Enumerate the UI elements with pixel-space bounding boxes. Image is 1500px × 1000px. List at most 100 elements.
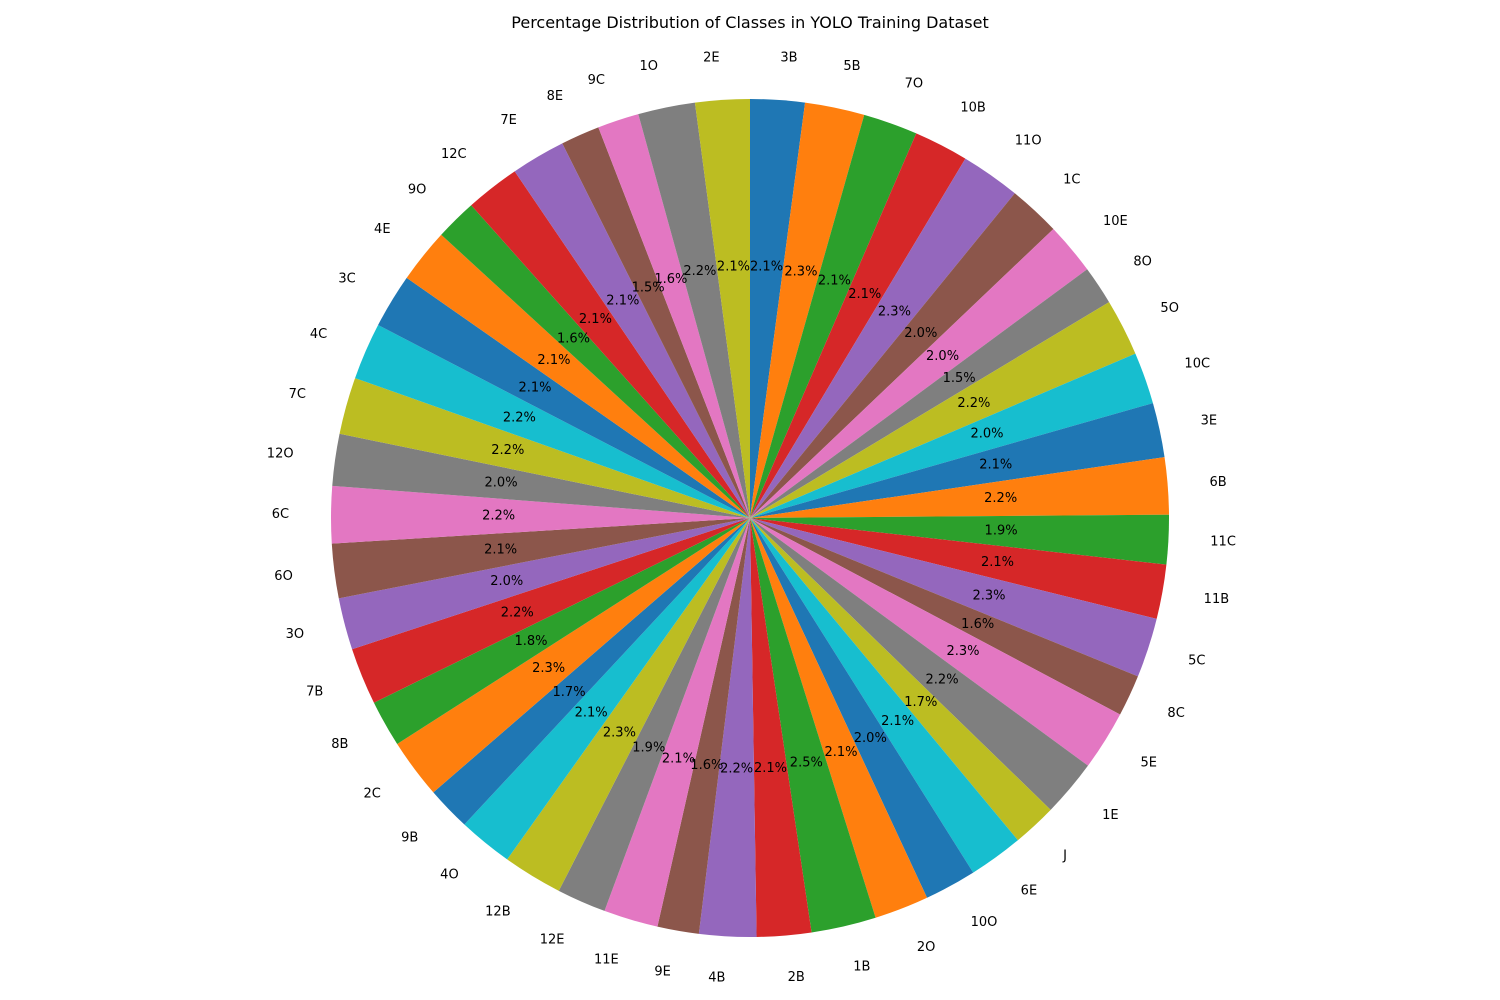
slice-label-9c: 9C xyxy=(588,73,605,88)
slice-label-2e: 2E xyxy=(703,51,720,66)
pct-label-7e: 2.1% xyxy=(606,294,639,309)
pie-slices xyxy=(330,99,1169,937)
slice-label-10c: 10C xyxy=(1184,357,1210,372)
pie-slice-12e xyxy=(558,518,750,911)
pie-slice-7c xyxy=(339,378,750,518)
pie-slice-6e xyxy=(750,518,1018,873)
pie-slice-3e xyxy=(750,403,1165,518)
pie-slice-7e xyxy=(514,143,750,518)
pct-label-8e: 1.5% xyxy=(632,281,665,296)
slice-label-12c: 12C xyxy=(441,147,467,162)
chart-title: Percentage Distribution of Classes in YO… xyxy=(511,13,988,32)
pct-label-1o: 2.2% xyxy=(683,264,716,279)
pie-slice-4o xyxy=(464,518,750,860)
pie-slice-9e xyxy=(657,518,750,934)
pie-slice-5e xyxy=(750,518,1121,766)
pie-slice-3o xyxy=(338,518,750,650)
pct-label-5e: 2.3% xyxy=(946,644,979,659)
slice-label-11c: 11C xyxy=(1210,534,1236,549)
slice-label-3e: 3E xyxy=(1201,414,1218,429)
pct-label-5o: 2.2% xyxy=(957,396,990,411)
slice-label-12e: 12E xyxy=(540,932,565,947)
pct-label-8o: 1.5% xyxy=(943,371,976,386)
pct-label-11e: 2.1% xyxy=(662,751,695,766)
pie-slice-8e xyxy=(562,127,750,519)
slice-label-5b: 5B xyxy=(843,59,860,74)
slice-label-6o: 6O xyxy=(274,569,293,584)
pct-label-2c: 2.3% xyxy=(532,661,565,676)
pct-label-6c: 2.2% xyxy=(482,509,515,524)
pie-slice-9o xyxy=(441,205,750,518)
pie-slice-4b xyxy=(698,518,757,937)
pct-label-10e: 2.0% xyxy=(926,349,959,364)
pie-slice-8c xyxy=(750,518,1138,715)
pct-label-7c: 2.2% xyxy=(491,443,524,458)
slice-label-1o: 1O xyxy=(640,59,659,74)
pie-slice-j xyxy=(750,518,1051,841)
pct-label-2e: 2.1% xyxy=(717,260,750,275)
pie-slice-2b xyxy=(750,518,812,937)
slice-label-1e: 1E xyxy=(1102,808,1119,823)
pie-slice-1e xyxy=(750,518,1088,810)
slice-label-1c: 1C xyxy=(1063,172,1080,187)
slice-label-6b: 6B xyxy=(1210,475,1227,490)
pie-slice-8b xyxy=(373,518,750,744)
pie-slice-3c xyxy=(378,277,750,518)
pct-label-j: 1.7% xyxy=(904,695,937,710)
pct-label-3b: 2.1% xyxy=(750,260,783,275)
slice-label-10b: 10B xyxy=(960,100,985,115)
pie-slice-2e xyxy=(694,99,750,518)
pct-label-12o: 2.0% xyxy=(485,476,518,491)
pct-label-5c: 2.3% xyxy=(972,588,1005,603)
pie-slice-3b xyxy=(750,99,806,518)
pie-slice-11b xyxy=(750,518,1167,619)
pie-slice-9b xyxy=(433,518,750,825)
pie-slice-12b xyxy=(507,518,750,891)
slice-label-4b: 4B xyxy=(708,971,725,986)
pie-slice-4e xyxy=(406,234,750,519)
pie-slice-12c xyxy=(471,171,750,518)
slice-label-12b: 12B xyxy=(485,904,510,919)
slice-label-3c: 3C xyxy=(338,272,355,287)
pie-slice-5o xyxy=(750,302,1136,518)
pct-label-6o: 2.1% xyxy=(484,542,517,557)
pie-slice-11e xyxy=(604,518,750,927)
slice-label-6c: 6C xyxy=(272,507,289,522)
pct-label-5b: 2.3% xyxy=(784,264,817,279)
slice-label-10o: 10O xyxy=(971,915,998,930)
slice-label-8o: 8O xyxy=(1133,255,1152,270)
pie-slice-5b xyxy=(750,102,865,519)
pct-label-6b: 2.2% xyxy=(984,491,1017,506)
slice-label-8e: 8E xyxy=(547,89,564,104)
pct-label-7o: 2.1% xyxy=(818,274,851,289)
pct-label-4e: 2.1% xyxy=(537,353,570,368)
slice-label-9e: 9E xyxy=(654,965,671,980)
slice-label-7b: 7B xyxy=(306,685,323,700)
pie-slice-5c xyxy=(750,518,1157,677)
slice-label-6e: 6E xyxy=(1021,884,1038,899)
pct-label-1e: 2.2% xyxy=(926,673,959,688)
slice-label-5e: 5E xyxy=(1140,755,1157,770)
slice-label-4e: 4E xyxy=(374,222,391,237)
pie-slice-4c xyxy=(355,325,750,518)
pct-label-10c: 2.0% xyxy=(970,427,1003,442)
slice-label-2b: 2B xyxy=(788,970,805,985)
pie-slice-2o xyxy=(750,518,928,918)
pct-label-11o: 2.3% xyxy=(878,305,911,320)
slice-label-3o: 3O xyxy=(286,627,305,642)
pie-slice-1c xyxy=(750,193,1054,519)
slice-label-11b: 11B xyxy=(1204,592,1229,607)
slice-label-7c: 7C xyxy=(289,387,306,402)
pct-label-4o: 2.1% xyxy=(575,705,608,720)
slice-label-3b: 3B xyxy=(780,51,797,66)
pct-label-3c: 2.1% xyxy=(518,380,551,395)
pct-label-12c: 2.1% xyxy=(579,312,612,327)
slice-label-9o: 9O xyxy=(408,182,427,197)
slice-label-11e: 11E xyxy=(594,952,619,967)
slice-label-4o: 4O xyxy=(440,868,459,883)
slice-label-10e: 10E xyxy=(1103,214,1128,229)
pct-label-12e: 1.9% xyxy=(632,741,665,756)
slice-label-9b: 9B xyxy=(401,830,418,845)
pie-slice-11c xyxy=(750,514,1169,565)
